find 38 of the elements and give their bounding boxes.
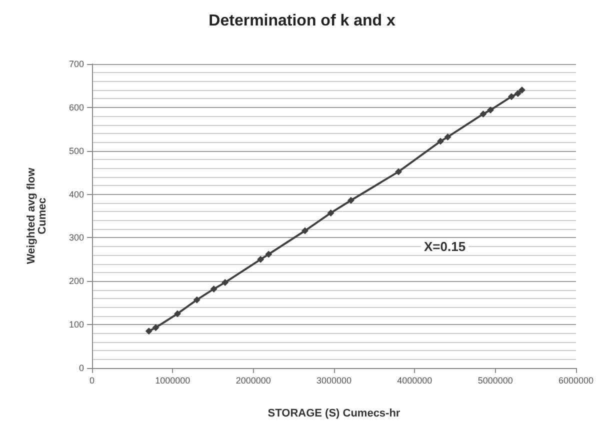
x-axis-title: STORAGE (S) Cumecs-hr: [268, 408, 401, 420]
y-axis-title: Weighted avg flow Cumec: [26, 167, 48, 264]
point: [436, 138, 444, 145]
x-tick-label: 2000000: [236, 376, 271, 386]
y-tick-label: 600: [68, 102, 84, 112]
point: [518, 86, 526, 94]
point: [486, 106, 494, 114]
point: [265, 250, 272, 258]
x-tick-label: 4000000: [397, 376, 432, 386]
y-tick-label: 200: [68, 276, 84, 286]
point: [508, 93, 515, 100]
point: [152, 324, 160, 332]
y-tick-label: 700: [68, 59, 84, 69]
annotation: X=0.15: [424, 239, 466, 254]
point: [174, 310, 182, 318]
y-tick-label: 400: [68, 189, 84, 200]
x-tick-label: 5000000: [478, 376, 513, 386]
point: [514, 90, 522, 98]
x-tick-label: 1000000: [155, 376, 190, 386]
y-tick-label: 500: [68, 146, 84, 156]
x-tick-label: 6000000: [558, 376, 594, 386]
point: [327, 209, 334, 216]
y-tick-label: 0: [78, 363, 84, 373]
x-tick-label: 0: [89, 376, 95, 386]
point: [301, 227, 308, 234]
y-tick-label: 300: [68, 232, 84, 243]
point: [257, 256, 264, 263]
point: [444, 133, 452, 140]
point: [145, 328, 152, 335]
point: [222, 278, 229, 286]
point: [210, 285, 218, 292]
point: [347, 196, 354, 204]
x-tick-label: 3000000: [316, 376, 352, 386]
point: [193, 296, 200, 304]
point: [480, 110, 487, 118]
y-tick-label: 100: [68, 320, 84, 330]
point: [395, 168, 402, 176]
chart-title: Determination of k and x: [208, 12, 396, 30]
